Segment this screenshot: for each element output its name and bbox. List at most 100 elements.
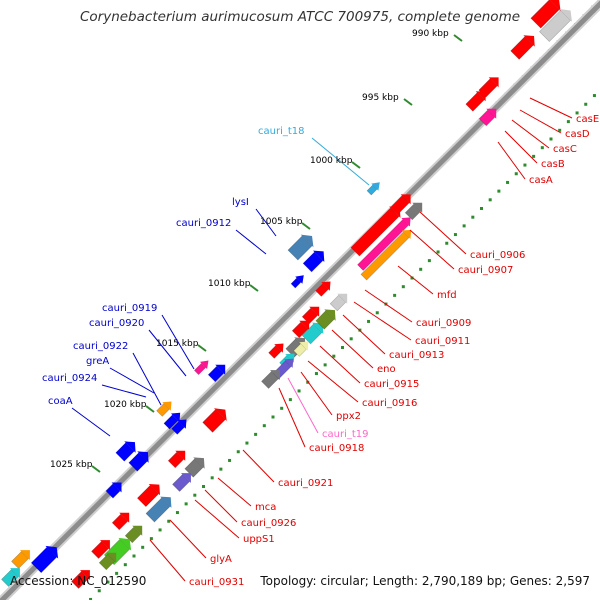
gene-feature-head — [337, 293, 348, 304]
gene-label: cauri_0916 — [362, 398, 417, 409]
leader-line — [278, 387, 306, 448]
leader-line — [204, 489, 238, 523]
gene-feature — [293, 341, 309, 357]
gene-label: cauri_0912 — [176, 218, 231, 229]
gene-feature — [301, 306, 320, 325]
gene-feature — [1, 568, 20, 587]
tick-dot — [262, 424, 266, 428]
gene-feature-body — [145, 497, 171, 523]
gene-label: casD — [565, 129, 590, 140]
gene-label: mfd — [437, 290, 457, 301]
gene-feature-head — [523, 35, 535, 47]
gene-feature-body — [105, 483, 121, 499]
gene-feature — [184, 457, 205, 478]
leader-line — [161, 314, 195, 370]
tick-dot — [488, 198, 492, 202]
leader-line — [255, 208, 277, 237]
gene-label: cauri_0906 — [470, 250, 525, 261]
gene-label: cauri_0918 — [309, 443, 364, 454]
gene-feature — [193, 360, 209, 376]
tick-dot — [480, 207, 483, 210]
gene-feature — [30, 545, 59, 574]
gene-feature — [350, 206, 401, 257]
gene-label: cauri_t18 — [258, 126, 305, 137]
tick-dot — [149, 537, 153, 541]
gene-label: cauri_0919 — [102, 303, 157, 314]
gene-feature — [302, 250, 325, 273]
leader-line — [194, 499, 240, 539]
gene-feature — [510, 35, 535, 60]
tick-dot — [401, 285, 405, 289]
tick-dot — [280, 406, 284, 410]
tick-dot — [436, 250, 440, 254]
tick-dot — [97, 589, 101, 593]
gene-feature-head — [181, 473, 191, 483]
tick-dot — [314, 372, 318, 376]
leader-line — [300, 371, 333, 416]
gene-feature — [11, 550, 30, 569]
gene-feature — [329, 293, 348, 312]
gene-feature-head — [486, 108, 497, 119]
tick-dot — [175, 511, 179, 515]
gene-feature-head — [171, 412, 181, 422]
gene-label: glyA — [210, 554, 232, 565]
gene-feature-head — [270, 370, 280, 380]
gene-label: casC — [553, 144, 577, 155]
gene-label: casB — [541, 159, 565, 170]
accession-text: Accession: NC_012590 — [10, 574, 147, 588]
gene-feature — [539, 9, 572, 42]
gene-label: cauri_0909 — [416, 318, 471, 329]
gene-feature — [268, 343, 284, 359]
leader-line — [287, 377, 319, 434]
right-gene-labels: casE casD casC casB casA cauri_0906 cauri_0907… — [189, 114, 599, 588]
tick-dot — [471, 215, 475, 219]
gene-feature — [207, 364, 226, 383]
gene-label: lysI — [232, 197, 249, 208]
gene-label: mca — [255, 502, 276, 513]
gene-feature-head — [412, 202, 423, 213]
topology-text: Topology: circular; Length: 2,790,189 bp… — [260, 574, 590, 588]
leader-line — [419, 211, 467, 255]
gene-label: eno — [377, 364, 396, 375]
gene-feature — [71, 570, 90, 589]
gene-feature — [156, 401, 172, 417]
tick-dot — [462, 224, 466, 228]
gene-feature-head — [295, 275, 304, 284]
tick-dot — [410, 276, 414, 280]
gene-feature — [404, 202, 423, 221]
leader-line — [497, 141, 526, 180]
gene-feature-head — [400, 194, 411, 205]
gene-label: cauri_0924 — [42, 373, 97, 384]
tick-dot — [349, 337, 353, 341]
gene-feature-head — [401, 229, 412, 240]
tick-dot — [245, 441, 249, 445]
tick-dot — [514, 172, 518, 176]
tick-dot — [419, 267, 423, 271]
tick-dot — [193, 493, 197, 497]
tick-dot — [306, 380, 310, 384]
leader-line — [132, 352, 162, 406]
tick-dot — [288, 398, 292, 402]
gene-feature-body — [111, 513, 129, 531]
gene-feature — [171, 419, 187, 435]
gene-feature — [136, 483, 161, 508]
gene-label: cauri_0922 — [73, 341, 128, 352]
leader-line — [504, 130, 538, 164]
ruler-label: 1020 kbp — [104, 400, 147, 410]
tick-dot — [132, 554, 136, 558]
gene-feature-head — [559, 9, 572, 22]
tick-dot — [167, 519, 171, 523]
ruler-tick — [301, 222, 311, 230]
tick-dot — [236, 450, 240, 454]
leader-line — [342, 314, 386, 355]
tick-dot — [202, 485, 205, 488]
tick-dot — [89, 597, 93, 601]
gene-feature — [290, 275, 304, 289]
gene-feature — [91, 540, 110, 559]
leader-line — [149, 539, 186, 582]
ruler-tick — [351, 161, 361, 169]
ruler-tick — [145, 405, 155, 413]
